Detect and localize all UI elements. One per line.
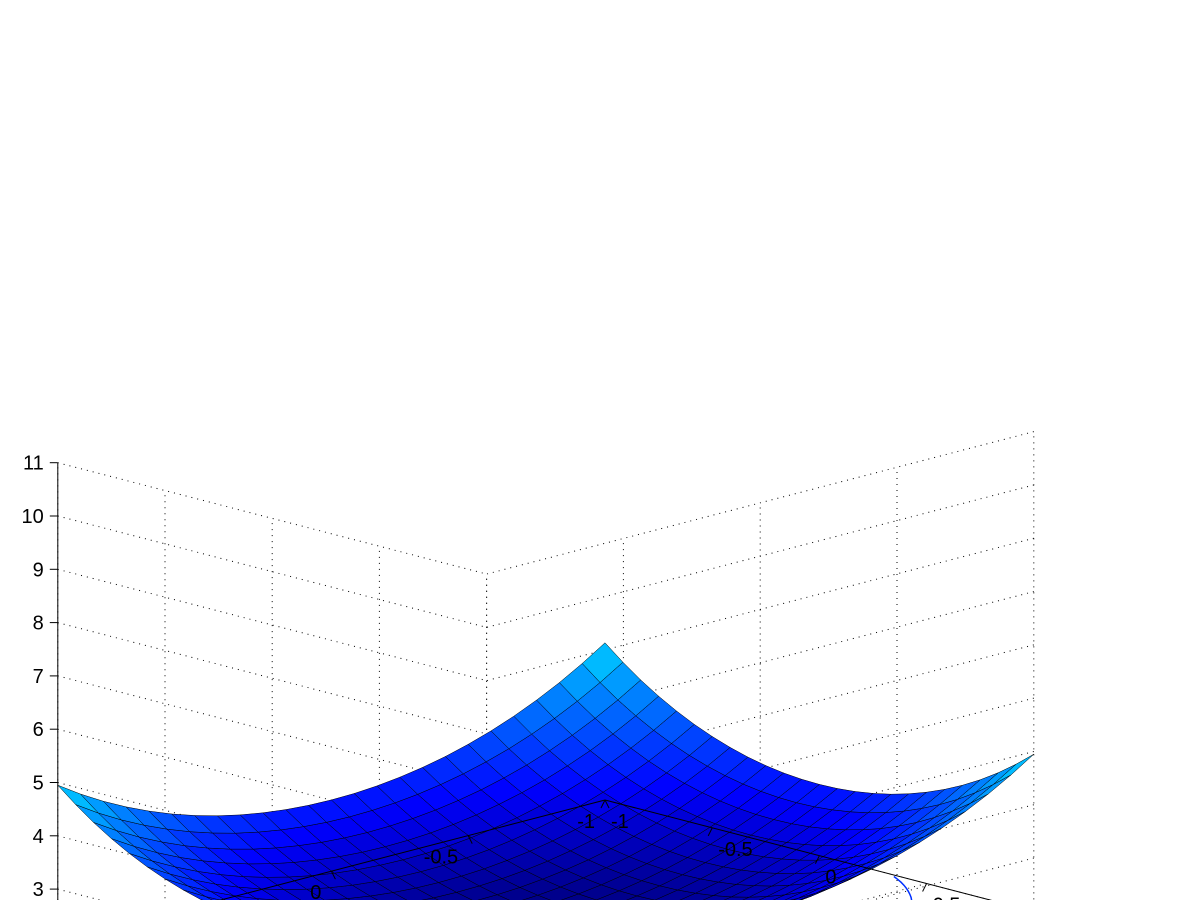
z-tick-label: 5 — [33, 773, 44, 795]
y-tick-label: -1 — [577, 811, 595, 833]
surface-plot-3d: -1-0.500.5110.50-0.5-1234567891011 — [0, 0, 1201, 900]
surface-mesh — [58, 643, 1034, 900]
z-tick-label: 7 — [33, 666, 44, 688]
x-tick-label: -1 — [611, 811, 629, 833]
z-tick-label: 9 — [33, 559, 44, 581]
z-tick-label: 3 — [33, 879, 44, 900]
x-tick-label: -0.5 — [718, 839, 752, 861]
z-tick-label: 8 — [33, 613, 44, 635]
y-tick-label: 0 — [310, 882, 321, 900]
z-tick-label: 6 — [33, 719, 44, 741]
x-tick-label: 0 — [825, 867, 836, 889]
y-tick-label: -0.5 — [424, 847, 458, 869]
z-tick-label: 11 — [23, 453, 44, 475]
x-tick-label: 0.5 — [933, 895, 961, 900]
z-tick-label: 4 — [33, 826, 44, 848]
z-tick-label: 10 — [22, 506, 44, 528]
